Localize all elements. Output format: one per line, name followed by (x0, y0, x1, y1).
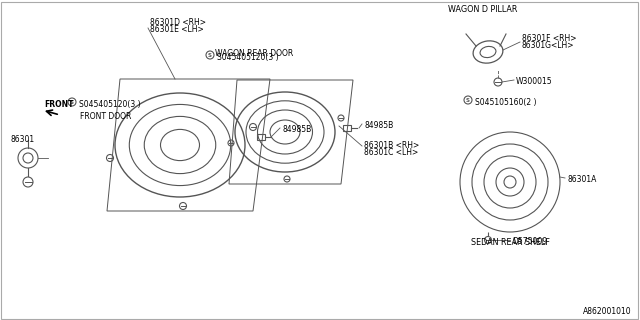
Text: 86301A: 86301A (567, 174, 596, 183)
Text: SEDAN REAR SHELF: SEDAN REAR SHELF (470, 238, 549, 247)
Text: S045105160(2 ): S045105160(2 ) (475, 98, 536, 107)
Text: S: S (208, 52, 212, 58)
Text: 86301D <RH>: 86301D <RH> (150, 18, 206, 27)
Text: FRONT DOOR: FRONT DOOR (80, 112, 131, 121)
Text: S: S (466, 98, 470, 102)
Text: S045405120(3 ): S045405120(3 ) (217, 52, 278, 61)
Text: A862001010: A862001010 (584, 307, 632, 316)
Text: 86301F <RH>: 86301F <RH> (522, 34, 577, 43)
Text: 86301G<LH>: 86301G<LH> (522, 41, 575, 50)
Text: 86301B <RH>: 86301B <RH> (364, 140, 419, 149)
Text: 86301C <LH>: 86301C <LH> (364, 148, 419, 156)
Text: 86301E <LH>: 86301E <LH> (150, 25, 204, 34)
Text: WAGON D PILLAR: WAGON D PILLAR (448, 5, 517, 14)
Text: W300015: W300015 (516, 76, 552, 85)
Text: S045405120(3 ): S045405120(3 ) (79, 100, 141, 108)
Text: S: S (70, 100, 74, 105)
Text: FRONT: FRONT (44, 100, 74, 109)
Text: 86301: 86301 (10, 135, 34, 144)
Text: 84985B: 84985B (364, 121, 393, 130)
Text: D575009: D575009 (512, 236, 547, 245)
Text: 84985B: 84985B (282, 124, 311, 133)
Text: WAGON REAR DOOR: WAGON REAR DOOR (215, 49, 293, 58)
